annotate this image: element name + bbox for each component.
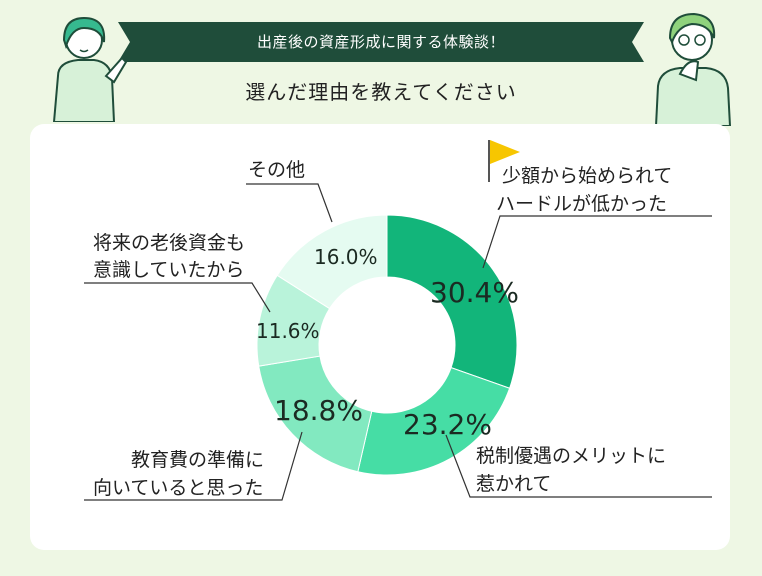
slice-5-value-label: 16.0% [314, 245, 378, 269]
donut-slice-1 [386, 214, 518, 389]
leader-line-slice-4 [84, 282, 271, 313]
slice-1-value-label: 30.4% [430, 276, 519, 309]
woman-pointing-illustration [52, 16, 128, 122]
slice-3-label-line-1: 教育費の準備に [131, 449, 264, 471]
leader-lines [84, 183, 712, 501]
donut-slice-2 [357, 366, 511, 476]
slice-4-label-line-2: 意識していたから [93, 259, 244, 281]
banner-text: 出産後の資産形成に関する体験談！ [256, 33, 505, 51]
leader-line-slice-2 [445, 434, 712, 498]
chart-card [30, 124, 730, 550]
slice-4-value-label: 11.6% [256, 319, 320, 343]
donut-slices [256, 214, 518, 476]
flag-icon [488, 140, 520, 182]
leader-line-slice-3 [84, 431, 303, 501]
slice-1-label-line-2: ハードルが低かった [496, 193, 667, 215]
leader-line-slice-1 [482, 215, 712, 269]
man-thinking-illustration [654, 12, 732, 126]
slice-3-label-line-2: 向いていると思った [93, 477, 263, 499]
slice-2-label-line-2: 惹かれて [476, 473, 551, 495]
slice-4-label-line-1: 将来の老後資金も [93, 232, 245, 254]
leader-line-slice-5 [246, 183, 333, 223]
slice-1-label-line-1: 少額から始められて [502, 165, 672, 187]
slice-2-value-label: 23.2% [403, 408, 492, 441]
question-text: 選んだ理由を教えてください [245, 80, 517, 104]
donut-slice-5 [276, 214, 388, 310]
donut-slice-3 [258, 355, 373, 473]
slice-3-value-label: 18.8% [274, 394, 363, 427]
slice-2-label-line-1: 税制優遇のメリットに [476, 445, 666, 467]
banner-ribbon-shape [118, 22, 644, 62]
title-banner: 出産後の資産形成に関する体験談！ [118, 22, 644, 62]
slice-5-label: その他 [248, 159, 305, 181]
